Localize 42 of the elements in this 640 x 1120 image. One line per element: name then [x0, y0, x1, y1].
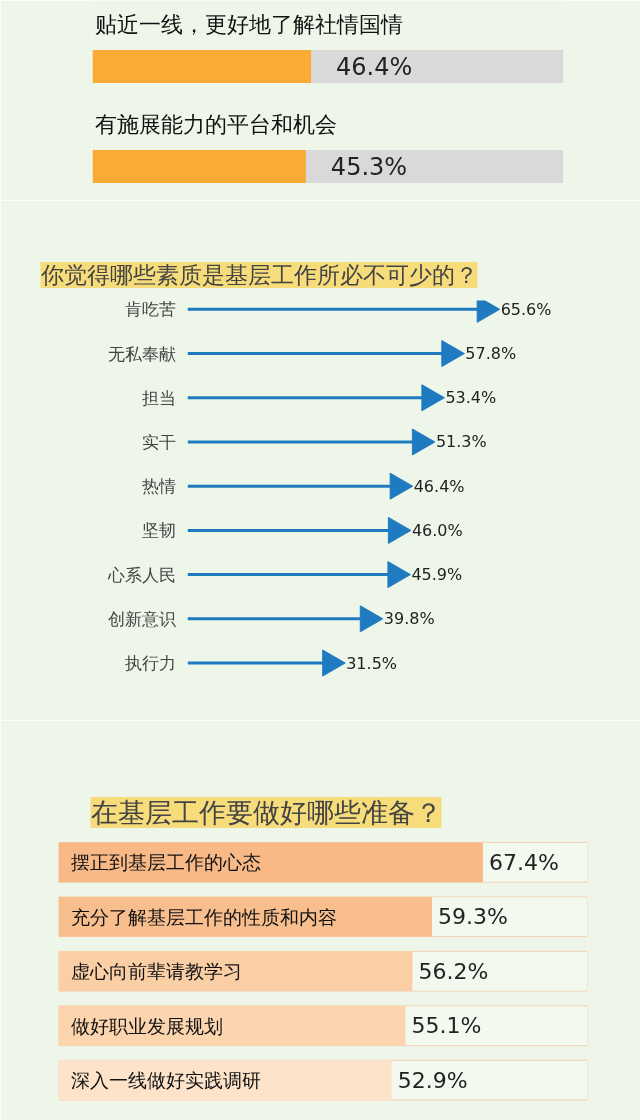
- data-label: 65.6%: [500, 299, 552, 319]
- y-tick-label: 深入一线做好实践调研: [70, 1069, 261, 1092]
- data-label: 31.5%: [346, 653, 398, 673]
- point: [322, 649, 346, 677]
- y-tick-label: 虚心向前辈请教学习: [70, 960, 242, 983]
- y-tick-label: 有施展能力的平台和机会: [94, 111, 337, 137]
- y-tick-label: 心系人民: [106, 564, 176, 585]
- y-tick-label: 贴近一线，更好地了解社情国情: [94, 11, 403, 37]
- y-tick-label: 充分了解基层工作的性质和内容: [70, 905, 337, 928]
- point: [359, 605, 384, 633]
- data-label: 46.4%: [336, 52, 413, 81]
- data-label: 56.2%: [418, 958, 489, 984]
- y-tick-label: 做好职业发展规划: [70, 1014, 223, 1037]
- y-tick-label: 热情: [141, 476, 176, 497]
- data-label: 51.3%: [435, 432, 487, 452]
- y-tick-label: 肯吃苦: [124, 299, 176, 320]
- point: [421, 384, 445, 412]
- y-tick-label: 执行力: [124, 653, 176, 674]
- point: [411, 428, 436, 456]
- data-label: 45.3%: [330, 152, 408, 181]
- data-label: 67.4%: [488, 849, 559, 875]
- y-tick-label: 坚韧: [141, 520, 176, 541]
- y-tick-label: 创新意识: [107, 608, 176, 629]
- y-tick-label: 无私奉献: [107, 343, 176, 364]
- data-label: 59.3%: [437, 904, 508, 930]
- data-label: 46.4%: [413, 476, 465, 496]
- chart-title: 你觉得哪些素质是基层工作所必不可少的？: [39, 262, 478, 288]
- data-label: 57.8%: [465, 344, 517, 364]
- data-label: 45.9%: [411, 565, 463, 585]
- y-tick-label: 实干: [141, 431, 176, 452]
- data-label: 39.8%: [383, 609, 435, 629]
- y-tick-label: 摆正到基层工作的心态: [70, 851, 261, 874]
- point: [387, 516, 412, 544]
- data-label: 52.9%: [397, 1067, 468, 1093]
- y-tick-label: 担当: [141, 387, 176, 408]
- data-label: 55.1%: [411, 1013, 482, 1039]
- point: [441, 340, 465, 368]
- data-label: 53.4%: [445, 388, 497, 408]
- chart-title: 在基层工作要做好哪些准备？: [90, 797, 442, 828]
- data-label: 46.0%: [411, 520, 463, 540]
- point: [387, 561, 411, 589]
- point: [389, 472, 414, 500]
